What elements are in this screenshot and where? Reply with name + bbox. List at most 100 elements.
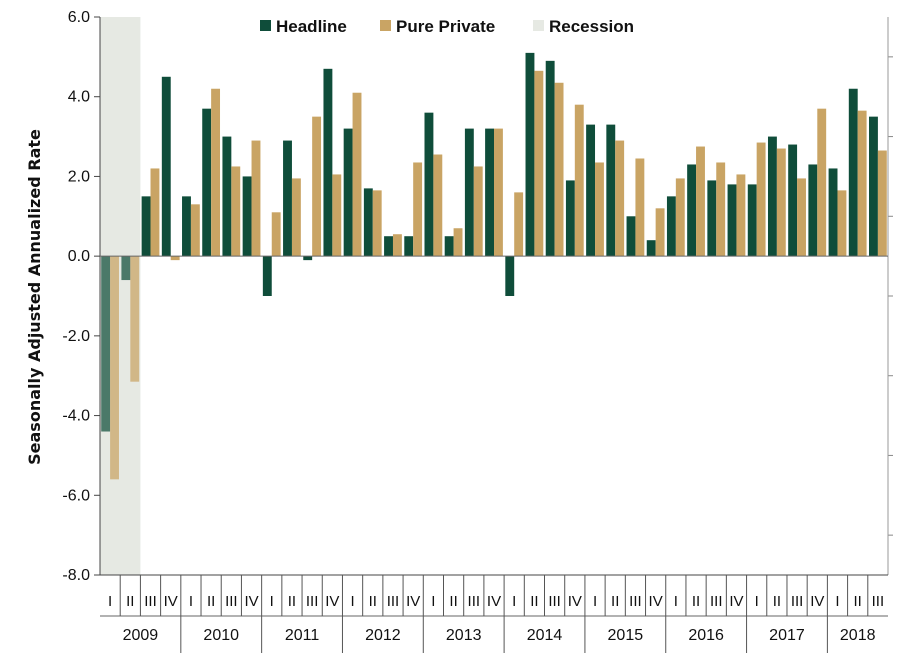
legend-label: Headline	[276, 17, 347, 36]
headline-bar	[182, 196, 191, 257]
headline-bar	[808, 164, 818, 257]
quarter-label: III	[710, 593, 723, 610]
quarter-label: I	[108, 593, 112, 610]
quarter-label: II	[611, 593, 619, 610]
quarter-label: II	[530, 593, 538, 610]
quarter-label: III	[548, 593, 561, 610]
quarter-label: I	[270, 593, 274, 610]
quarter-label: III	[225, 593, 238, 610]
x-axis-year-labels: 2009 2010 2011 2012 2013 2014 2015 2016 2017 2018	[123, 616, 876, 653]
headline-bar	[323, 68, 333, 257]
quarter-label: IV	[325, 593, 339, 610]
pure-private-bar	[574, 104, 584, 257]
quarter-label: IV	[487, 593, 501, 610]
y-tick-label: -8.0	[62, 567, 90, 584]
year-label: 2018	[840, 627, 876, 644]
quarter-label: III	[872, 593, 885, 610]
quarter-label: I	[512, 593, 516, 610]
year-label: 2015	[608, 627, 644, 644]
quarter-label: I	[189, 593, 193, 610]
quarter-label: I	[593, 593, 597, 610]
headline-bar	[444, 236, 454, 257]
headline-bar	[666, 196, 676, 257]
legend-label: Pure Private	[396, 17, 495, 36]
pure-private-bar	[736, 174, 746, 257]
headline-bar	[485, 128, 494, 257]
headline-bar	[242, 176, 252, 257]
quarter-label: I	[835, 593, 839, 610]
pure-private-bar	[130, 256, 140, 382]
pure-private-bar	[635, 158, 645, 257]
quarter-label: IV	[244, 593, 258, 610]
pure-private-bar	[716, 162, 726, 257]
year-label: 2016	[688, 627, 724, 644]
pure-private-bar	[372, 190, 382, 257]
headline-bar	[848, 88, 858, 257]
pure-private-bar	[170, 256, 180, 261]
pure-private-bar	[776, 148, 786, 257]
pure-private-bar	[514, 192, 524, 257]
quarter-label: I	[755, 593, 759, 610]
y-tick-label: -4.0	[62, 408, 90, 425]
pure-private-bar	[554, 82, 564, 257]
headline-bar	[343, 128, 353, 257]
pure-private-bar	[534, 70, 544, 257]
headline-bar	[747, 184, 757, 257]
quarter-label: IV	[649, 593, 663, 610]
headline-bar	[525, 52, 535, 257]
quarter-label: IV	[729, 593, 743, 610]
headline-bar	[141, 196, 151, 257]
pure-private-bar	[473, 166, 483, 257]
pure-private-bar	[857, 110, 867, 257]
quarter-label: II	[207, 593, 215, 610]
x-axis-quarter-labels: I II III IV I II III IV I II III IV I II III IV I II III IV…	[108, 575, 884, 616]
bars	[101, 52, 887, 480]
pure-private-bar	[696, 146, 705, 257]
headline-bar	[464, 128, 474, 257]
pure-private-bar	[756, 142, 766, 257]
quarter-label: II	[288, 593, 296, 610]
y-axis-ticks: 6.0 4.0 2.0 0.0 -2.0 -4.0 -6.0 -8.0	[62, 9, 893, 584]
quarter-label: II	[692, 593, 700, 610]
pure-private-bar	[675, 178, 685, 257]
headline-bar	[202, 108, 212, 257]
y-tick-label: -6.0	[62, 487, 90, 504]
quarter-label: II	[854, 593, 862, 610]
quarter-label: III	[387, 593, 400, 610]
quarter-label: IV	[568, 593, 582, 610]
quarter-label: III	[144, 593, 157, 610]
legend-swatch	[380, 20, 391, 31]
quarter-label: III	[468, 593, 481, 610]
headline-bar	[262, 256, 272, 296]
headline-bar	[828, 168, 838, 257]
headline-bar	[545, 60, 555, 257]
year-label: 2013	[446, 627, 482, 644]
year-label: 2017	[769, 627, 805, 644]
pure-private-bar	[150, 168, 160, 257]
pure-private-bar	[190, 204, 200, 257]
legend-swatch	[533, 20, 544, 31]
headline-bar	[303, 256, 313, 261]
headline-bar	[707, 180, 717, 257]
year-label: 2009	[123, 627, 159, 644]
pure-private-bar	[615, 140, 625, 257]
legend-swatch	[260, 20, 271, 31]
pure-private-bar	[291, 178, 301, 257]
pure-private-bar	[595, 162, 604, 257]
quarter-label: IV	[406, 593, 420, 610]
headline-bar	[767, 136, 777, 257]
pure-private-bar	[312, 116, 322, 257]
headline-bar	[505, 256, 515, 296]
headline-bar	[121, 256, 131, 281]
headline-bar	[788, 144, 798, 257]
headline-bar	[626, 216, 636, 257]
quarter-label: II	[449, 593, 457, 610]
headline-bar	[384, 236, 393, 257]
headline-bar	[161, 76, 171, 257]
headline-bar	[869, 116, 878, 257]
pure-private-bar	[453, 228, 463, 257]
headline-bar	[565, 180, 575, 257]
quarter-label: I	[431, 593, 435, 610]
quarter-label: III	[306, 593, 319, 610]
